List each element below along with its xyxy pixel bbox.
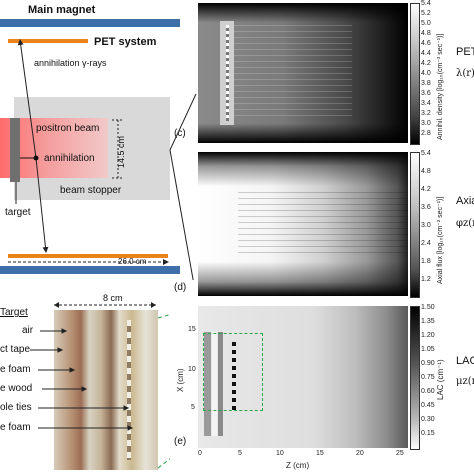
lac-x-axis-label: Z (cm): [286, 461, 310, 470]
photo-label-arrows: [30, 314, 170, 469]
lac-colorbar-label: LAC (cm⁻¹): [436, 359, 445, 400]
lac-y-tick-10: 10: [188, 366, 196, 373]
colorbar-tick: 0.90: [421, 360, 435, 367]
colorbar-tick: 3.0: [421, 120, 431, 127]
main-magnet-bar: [0, 19, 180, 27]
pet-system-bottom-bar: [8, 254, 168, 258]
colorbar-tick: 5.0: [421, 20, 431, 27]
photo-width-label: 8 cm: [103, 293, 123, 303]
colorbar-tick: 0.30: [421, 416, 435, 423]
colorbar-tick: 5.4: [421, 150, 431, 157]
photo-width-arrow: [54, 302, 156, 308]
lac-y-axis-label: X (cm): [176, 368, 185, 392]
colorbar-tick: 0.75: [421, 374, 435, 381]
colorbar-tick: 0.45: [421, 402, 435, 409]
lac-side-label: LAC: [456, 355, 474, 367]
photo-title: Target: [0, 307, 28, 318]
axial-flux-colorbar-label: Axial flux [log₁₀(cm⁻² sec⁻¹)]: [437, 196, 444, 284]
lac-x-tick-5: 5: [238, 450, 242, 457]
lac-y-tick-15: 15: [188, 326, 196, 333]
colorbar-tick: 4.2: [421, 186, 431, 193]
lac-x-tick-10: 10: [276, 450, 284, 457]
beam-stopper-label: beam stopper: [60, 185, 122, 196]
annihilation-side-formula: λ(r): [456, 68, 474, 79]
schematic-lines: [8, 39, 197, 280]
colorbar-tick: 1.35: [421, 318, 435, 325]
colorbar-tick: 3.4: [421, 100, 431, 107]
colorbar-tick: 1.20: [421, 332, 435, 339]
axial-flux-side-formula: φz(r: [456, 218, 474, 229]
colorbar-tick: 3.6: [421, 90, 431, 97]
colorbar-tick: 1.2: [421, 276, 431, 283]
colorbar-tick: 0.60: [421, 388, 435, 395]
colorbar-tick: 4.0: [421, 70, 431, 77]
colorbar-tick: 3.8: [421, 80, 431, 87]
colorbar-tick: 4.6: [421, 40, 431, 47]
pet-system-label: PET system: [94, 36, 157, 48]
pet-system-top-bar: [8, 39, 88, 43]
photo-label-wood: e wood: [0, 383, 33, 394]
photo-label-foam-2: e foam: [0, 422, 31, 433]
colorbar-tick: 1.05: [421, 346, 435, 353]
panel-d-label: (d): [174, 282, 187, 293]
colorbar-tick: 1.50: [421, 304, 435, 311]
colorbar-tick: 5.4: [421, 0, 431, 7]
colorbar-tick: 3.2: [421, 110, 431, 117]
lac-side-formula: μz(r: [456, 376, 474, 387]
photo-label-ties: ole ties: [0, 402, 32, 413]
colorbar-tick: 2.4: [421, 240, 431, 247]
annihilation-colorbar: [410, 3, 420, 145]
target-block: [10, 118, 20, 182]
main-magnet-bottom-bar: [0, 266, 180, 274]
target-photo: [54, 310, 158, 470]
axial-flux-colorbar: [410, 152, 420, 298]
colorbar-tick: 3.0: [421, 222, 431, 229]
axial-flux-side-label: Axia: [456, 195, 474, 207]
axial-flux-image: [198, 152, 408, 296]
annihilation-colorbar-label: Annihil. density [log₁₀(cm⁻³ sec⁻¹)]: [437, 33, 444, 140]
colorbar-tick: 3.6: [421, 204, 431, 211]
lac-x-tick-15: 15: [316, 450, 324, 457]
photo-label-air: air: [22, 325, 34, 336]
colorbar-tick: 5.2: [421, 10, 431, 17]
horizontal-dimension-label: 26.0 cm: [118, 257, 147, 266]
lac-x-tick-25: 25: [396, 450, 404, 457]
colorbar-tick: 4.8: [421, 168, 431, 175]
photo-label-foam-1: e foam: [0, 364, 31, 375]
colorbar-tick: 4.4: [421, 50, 431, 57]
target-label: target: [5, 207, 31, 218]
panel-c-label: (c): [174, 128, 186, 139]
positron-beam-label: positron beam: [36, 123, 100, 134]
lac-colorbar: [410, 306, 420, 450]
colorbar-tick: 0.15: [421, 430, 435, 437]
panel-e-label: (e): [174, 436, 187, 447]
main-magnet-label: Main magnet: [28, 4, 96, 16]
annihilation-gamma-label: annihilation γ-rays: [34, 58, 107, 68]
colorbar-tick: 4.2: [421, 60, 431, 67]
annihilation-label: annihilation: [44, 153, 95, 164]
colorbar-tick: 2.8: [421, 130, 431, 137]
lac-x-tick-20: 20: [356, 450, 364, 457]
lac-region-box: [203, 333, 263, 411]
colorbar-tick: 1.8: [421, 258, 431, 265]
annihilation-image: [198, 3, 408, 143]
lac-image: [198, 306, 408, 448]
lac-y-tick-5: 5: [191, 404, 195, 411]
photo-label-tape: ct tape: [0, 344, 31, 355]
annihilation-side-label: PET: [456, 46, 474, 58]
colorbar-tick: 4.8: [421, 30, 431, 37]
lac-x-tick-0: 0: [198, 450, 202, 457]
